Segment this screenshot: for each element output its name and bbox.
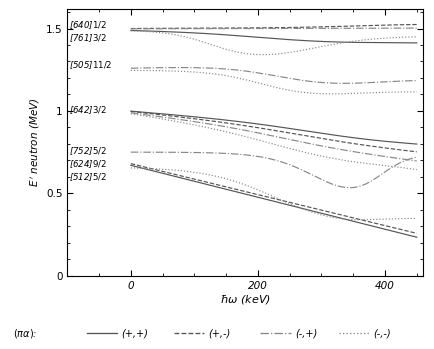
Text: (+,-): (+,-)	[208, 328, 230, 338]
Text: $(\pi\alpha)$:: $(\pi\alpha)$:	[13, 327, 37, 340]
Y-axis label: $E\,^{\prime}$ neutron (MeV): $E\,^{\prime}$ neutron (MeV)	[28, 97, 42, 187]
Text: (-,+): (-,+)	[295, 328, 317, 338]
Text: [512]$5/2$: [512]$5/2$	[69, 171, 107, 183]
Text: [505]$11/2$: [505]$11/2$	[69, 60, 112, 72]
Text: [642]$3/2$: [642]$3/2$	[69, 104, 107, 116]
Text: [761]$3/2$: [761]$3/2$	[69, 32, 107, 44]
X-axis label: $\hbar\omega$ (keV): $\hbar\omega$ (keV)	[220, 294, 271, 306]
Text: [624]$9/2$: [624]$9/2$	[69, 158, 107, 170]
Text: [752]$5/2$: [752]$5/2$	[69, 146, 107, 157]
Text: (+,+): (+,+)	[122, 328, 148, 338]
Text: [640]$1/2$: [640]$1/2$	[69, 19, 107, 31]
Text: (-,-): (-,-)	[373, 328, 391, 338]
